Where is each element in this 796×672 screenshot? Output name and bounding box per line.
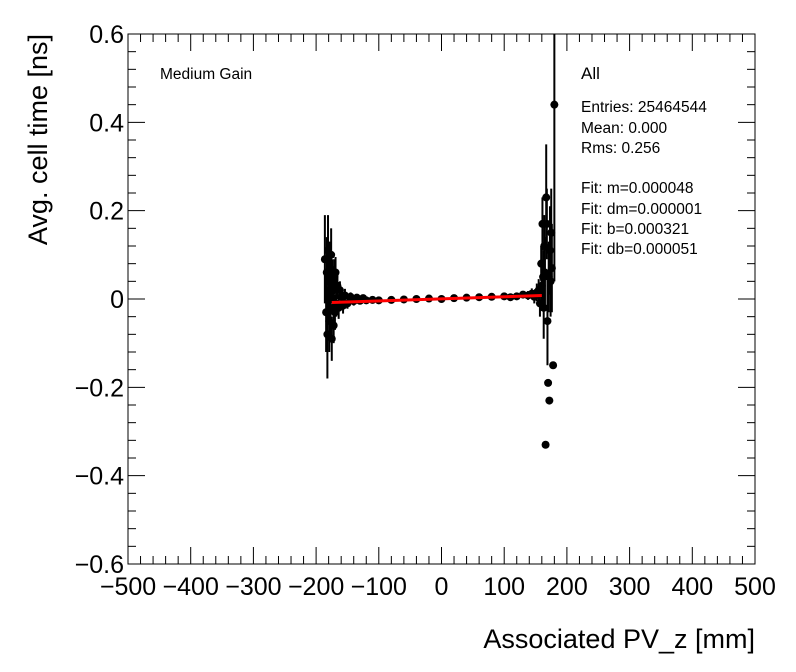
y-tick-label: 0.2: [89, 198, 124, 226]
stats-fit-db: Fit: db=0.000051: [581, 241, 698, 258]
stats-entries: Entries: 25464544: [581, 99, 707, 116]
y-axis-title: Avg. cell time [ns]: [23, 34, 53, 245]
x-tick-label: −500: [100, 573, 156, 601]
data-points: [320, 34, 559, 449]
y-axis-ticks: [128, 33, 755, 565]
data-point: [542, 219, 551, 228]
stats-fit-b: Fit: b=0.000321: [581, 221, 689, 238]
x-tick-label: −400: [163, 573, 219, 601]
x-tick-label: −300: [225, 573, 281, 601]
y-tick-label: 0.6: [89, 21, 124, 49]
x-tick-label: 200: [546, 573, 588, 601]
x-tick-label: 100: [483, 573, 525, 601]
y-tick-label: 0: [110, 286, 124, 314]
stats-rms: Rms: 0.256: [581, 140, 660, 157]
x-tick-label: 300: [609, 573, 651, 601]
x-tick-label: 0: [435, 573, 449, 601]
stats-mean: Mean: 0.000: [581, 120, 668, 137]
data-point: [550, 100, 559, 109]
stats-fit-m: Fit: m=0.000048: [581, 180, 693, 197]
fit-line: [331, 293, 542, 305]
y-tick-label: −0.6: [75, 551, 124, 579]
y-axis-tick-labels: −0.6 −0.4 −0.2 0 0.2 0.4 0.6: [75, 21, 124, 579]
data-point: [327, 250, 336, 259]
stats-title: All: [581, 64, 600, 83]
y-tick-label: −0.4: [75, 463, 124, 491]
x-axis-title: Associated PV_z [mm]: [483, 624, 755, 654]
x-tick-label: 400: [671, 573, 713, 601]
data-point: [329, 321, 338, 330]
data-point: [544, 378, 553, 387]
data-point: [541, 440, 550, 449]
data-point: [545, 396, 554, 405]
x-tick-label: 500: [734, 573, 776, 601]
stats-fit-dm: Fit: dm=0.000001: [581, 201, 702, 218]
y-tick-label: 0.4: [89, 109, 124, 137]
y-tick-label: −0.2: [75, 374, 124, 402]
x-axis-tick-labels: −500 −400 −300 −200 −100 0 100 200 300 400 500: [100, 573, 776, 601]
data-point: [549, 361, 558, 370]
data-point: [543, 317, 552, 326]
gain-annotation: Medium Gain: [160, 66, 252, 83]
x-tick-label: −100: [351, 573, 407, 601]
x-tick-label: −200: [288, 573, 344, 601]
x-axis-ticks: [127, 34, 756, 564]
